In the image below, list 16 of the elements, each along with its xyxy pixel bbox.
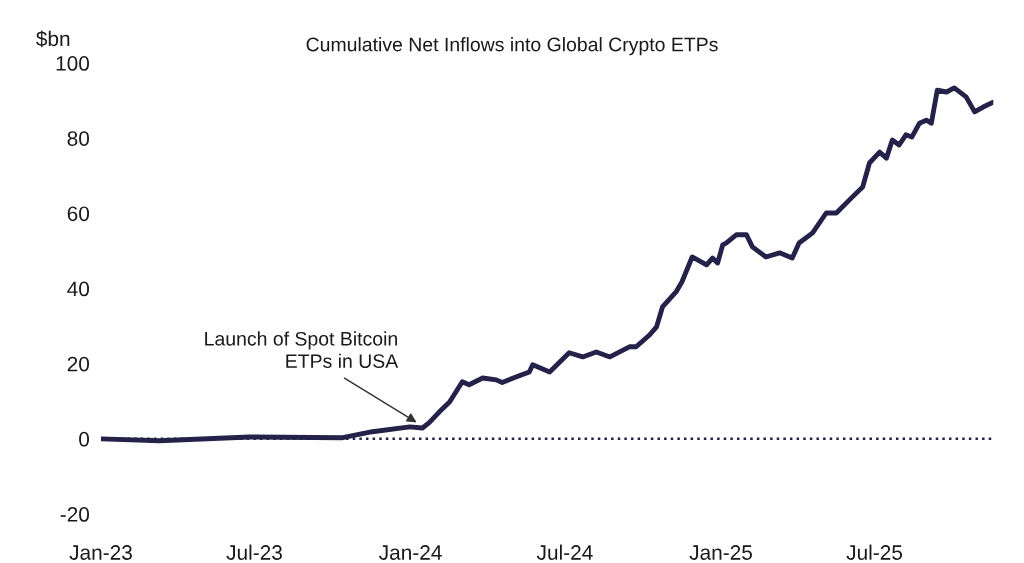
x-tick-label: Jan-23 <box>69 545 132 560</box>
y-tick-label: 40 <box>67 281 90 297</box>
y-tick-label: 20 <box>67 356 90 372</box>
y-tick-label: 80 <box>67 131 90 146</box>
y-axis-title: $bn <box>36 30 70 48</box>
x-tick-label: Jul-23 <box>226 544 282 560</box>
x-tick-label: Jul-24 <box>536 544 593 560</box>
y-tick-label: 60 <box>67 206 90 222</box>
x-tick-label: Jan-25 <box>689 545 752 560</box>
x-tick-label: Jan-24 <box>379 545 442 560</box>
y-tick-label: 100 <box>56 56 90 71</box>
x-tick-label: Jul-25 <box>846 544 903 560</box>
annotation: Launch of Spot Bitcoin ETPs in USA <box>205 331 399 368</box>
y-tick-label: -20 <box>60 507 90 522</box>
y-tick-label: 0 <box>79 431 90 447</box>
chart-title: Cumulative Net Inflows into Global Crypto ETPs <box>306 37 718 56</box>
